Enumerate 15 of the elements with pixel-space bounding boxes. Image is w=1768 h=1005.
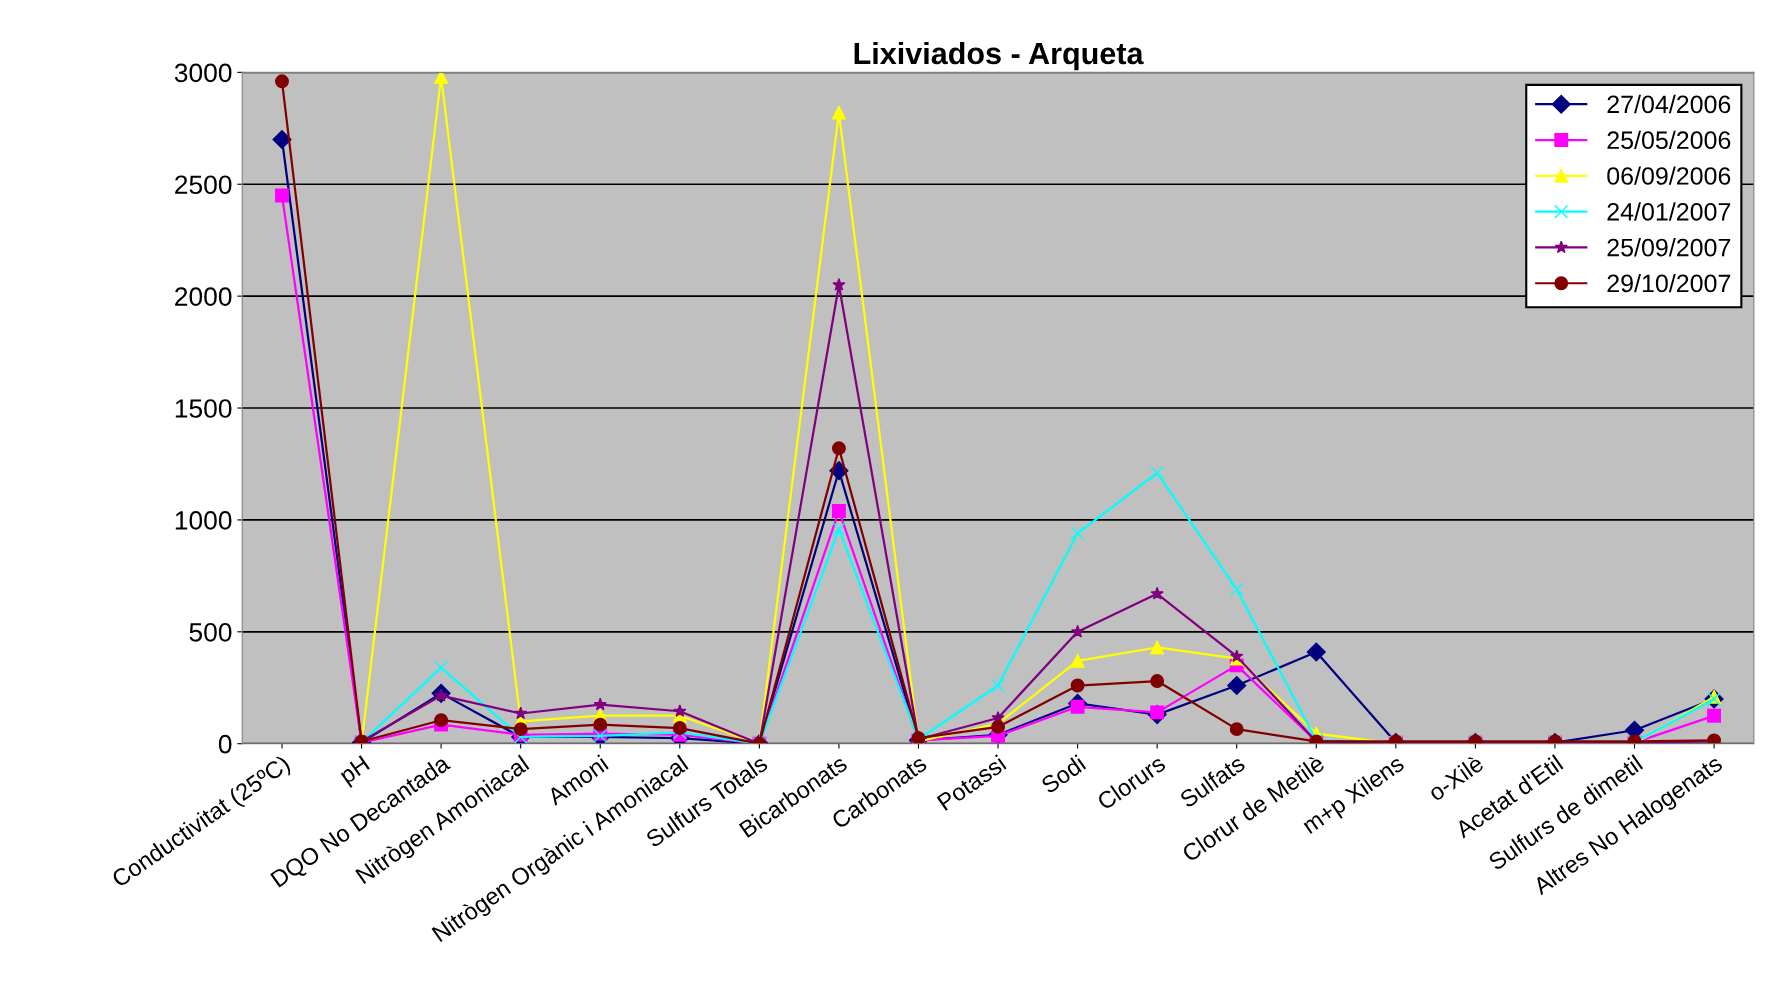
legend-label: 06/09/2006 <box>1607 166 1731 185</box>
y-tick-label: 1500 <box>175 399 232 418</box>
legend-label: 25/09/2007 <box>1607 238 1731 257</box>
legend-label: 24/01/2007 <box>1607 202 1731 221</box>
y-tick-label: 3000 <box>174 63 232 83</box>
legend-label: 25/05/2006 <box>1607 130 1731 150</box>
x-tick-label: Sodi <box>1039 754 1087 795</box>
y-tick-label: 0 <box>218 734 232 754</box>
legend-label: 27/04/2006 <box>1607 94 1731 114</box>
y-tick-label: 500 <box>189 622 232 642</box>
chart-title: Lixiviados - Arqueta <box>854 41 1144 71</box>
y-tick-label: 1000 <box>175 511 232 530</box>
y-tick-label: 2000 <box>175 287 232 306</box>
legend-label: 29/10/2007 <box>1607 273 1731 293</box>
y-tick-label: 2500 <box>175 175 232 195</box>
